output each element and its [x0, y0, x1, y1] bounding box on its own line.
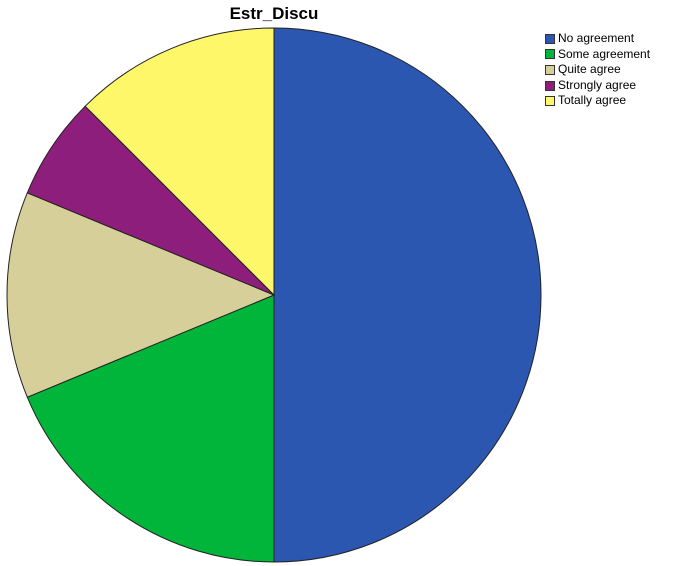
chart-title: Estr_Discu — [229, 4, 319, 23]
legend-item: Strongly agree — [545, 78, 650, 94]
legend: No agreement Some agreement Quite agree Str… — [545, 31, 650, 109]
legend-label: Strongly agree — [558, 77, 637, 92]
pie-slice-some-agreement — [26, 294, 275, 563]
pie-slice-totally-agree — [84, 27, 275, 297]
legend-swatch — [545, 64, 555, 75]
pie-slice-quite-agree — [6, 192, 276, 398]
legend-swatch — [545, 33, 555, 44]
legend-label: Totally agree — [558, 93, 627, 108]
legend-item: No agreement — [545, 31, 650, 47]
legend-item: Some agreement — [545, 47, 650, 63]
legend-item: Quite agree — [545, 62, 650, 78]
legend-swatch — [545, 49, 555, 60]
legend-label: No agreement — [558, 31, 635, 45]
legend-label: Quite agree — [558, 62, 621, 77]
legend-swatch — [545, 80, 555, 91]
pie-slice-no-agreement — [273, 27, 542, 563]
legend-item: Totally agree — [545, 93, 650, 109]
legend-label: Some agreement — [558, 46, 651, 61]
legend-swatch — [545, 96, 555, 107]
